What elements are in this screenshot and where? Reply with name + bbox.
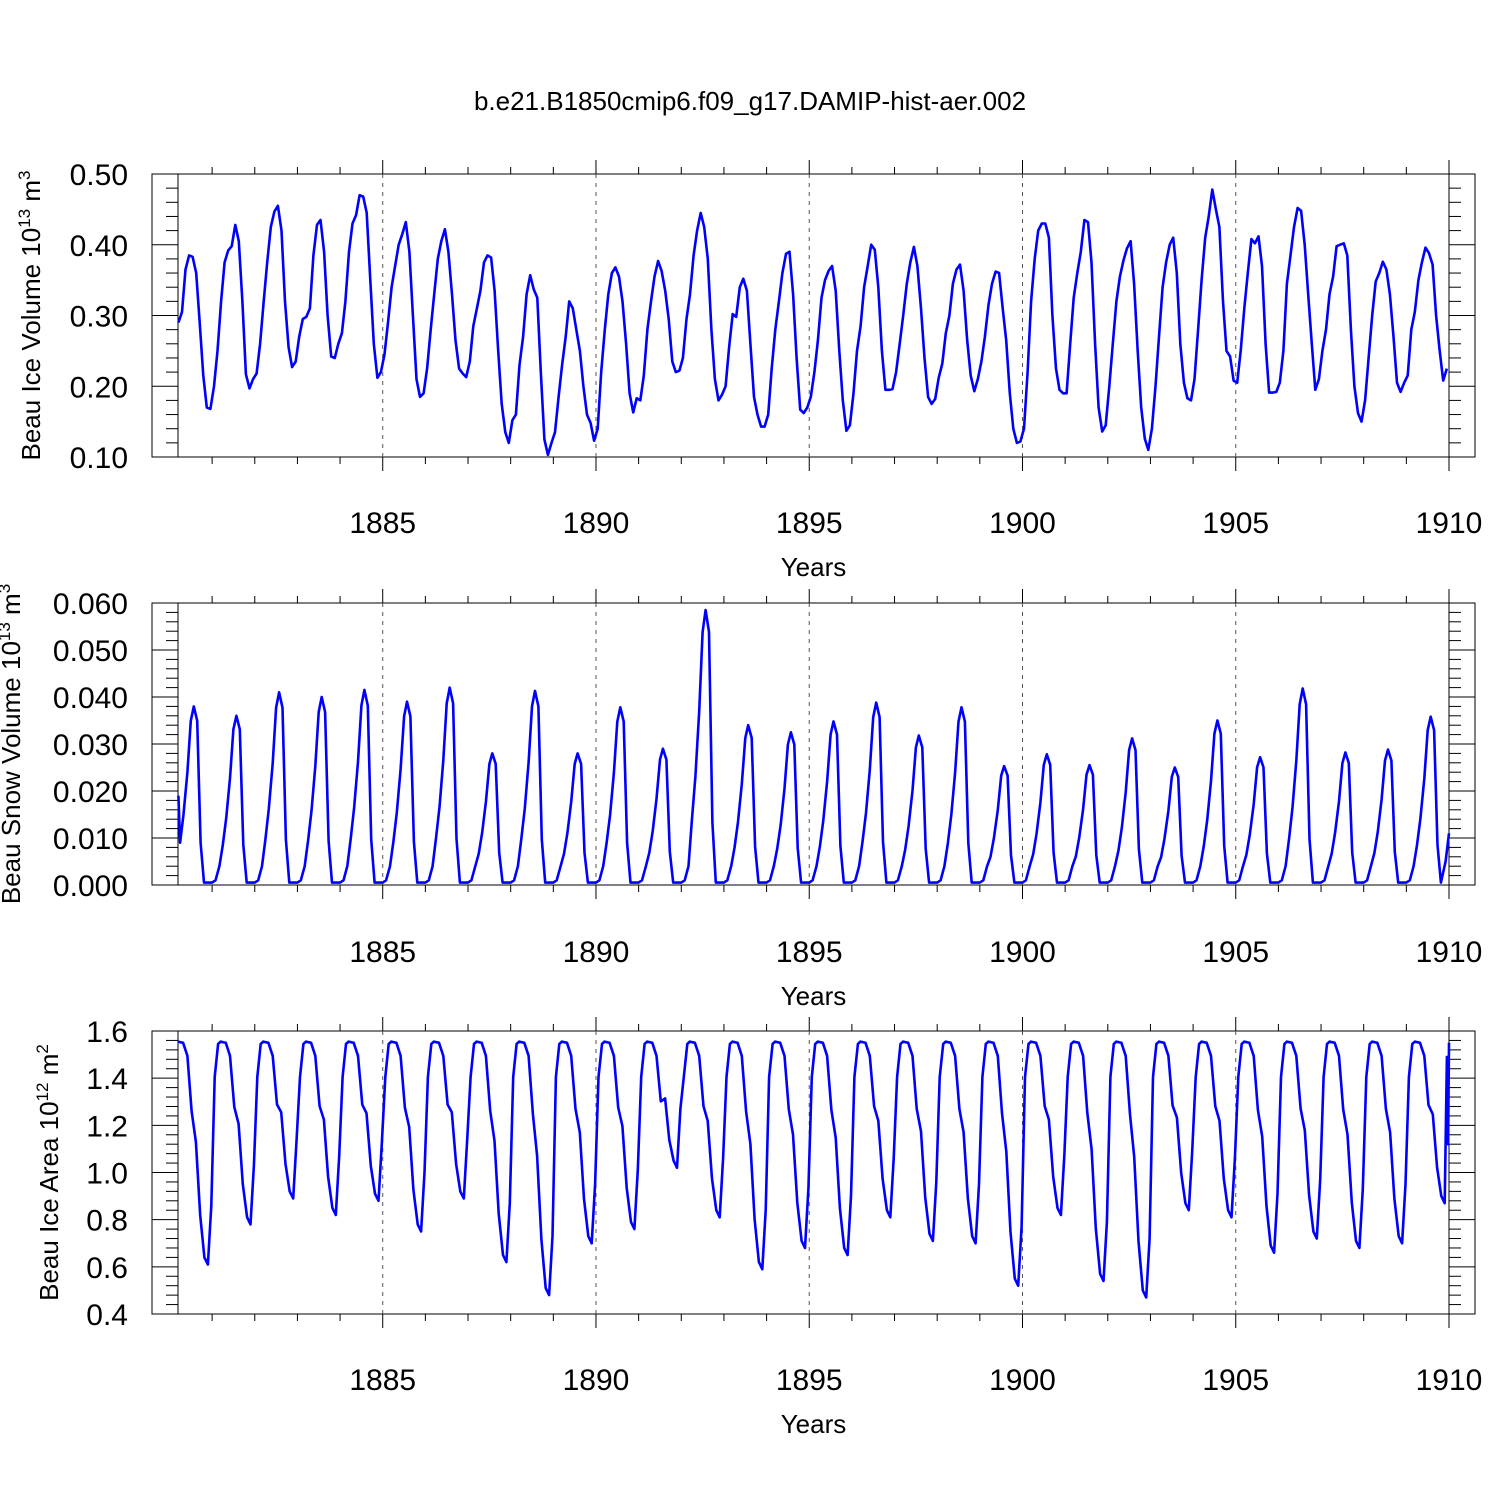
y-tick-label: 0.30 (70, 301, 128, 334)
x-axis-label: Years (781, 981, 847, 1011)
y-tick-label: 0.040 (53, 682, 128, 715)
y-tick-label: 1.2 (86, 1110, 128, 1143)
x-tick-label: 1895 (776, 936, 843, 969)
chart-panel-3: 1885 1890 1895 1900 1905 1910 0.4 0.6 0.8 1.0 1.2 1… (33, 1016, 1482, 1439)
y-tick-label: 0.010 (53, 823, 128, 856)
y-tick-label: 0.50 (70, 159, 128, 192)
y-axis-label: Beau Snow Volume 1013 m3 (0, 584, 26, 904)
y-tick-label: 0.6 (86, 1252, 128, 1285)
y-tick-label: 0.060 (53, 588, 128, 621)
x-tick-label: 1900 (989, 507, 1056, 540)
plot-frame (151, 1030, 1476, 1315)
x-tick-label: 1910 (1416, 1364, 1483, 1397)
y-tick-label: 0.030 (53, 729, 128, 762)
y-tick-label: 0.020 (53, 776, 128, 809)
series-line (177, 608, 1451, 884)
y-axis-label: Beau Ice Area 1012 m2 (33, 1044, 64, 1301)
y-tick-label: 0.10 (70, 442, 128, 475)
x-tick-label: 1895 (776, 1364, 843, 1397)
y-tick-label: 0.8 (86, 1205, 128, 1238)
x-tick-label: 1895 (776, 507, 843, 540)
chart-panel-2: 1885 1890 1895 1900 1905 1910 0.000 0.010 0.020 0… (0, 584, 1482, 1011)
y-tick-label: 0.4 (86, 1299, 128, 1332)
y-tick-label: 1.6 (86, 1016, 128, 1049)
x-tick-label: 1905 (1202, 1364, 1269, 1397)
x-tick-label: 1905 (1202, 507, 1269, 540)
y-tick-label: 0.20 (70, 371, 128, 404)
y-tick-label: 0.050 (53, 635, 128, 668)
y-tick-label: 0.40 (70, 230, 128, 263)
x-axis-label: Years (781, 1409, 847, 1439)
x-tick-label: 1905 (1202, 936, 1269, 969)
series-line (177, 1040, 1451, 1299)
x-tick-label: 1890 (563, 1364, 630, 1397)
x-tick-label: 1900 (989, 1364, 1056, 1397)
page-title: b.e21.B1850cmip6.f09_g17.DAMIP-hist-aer.… (473, 86, 1027, 116)
x-tick-label: 1885 (349, 936, 416, 969)
x-tick-label: 1885 (349, 507, 416, 540)
y-axis-label: Beau Ice Volume 1013 m3 (15, 171, 46, 461)
x-tick-label: 1890 (563, 507, 630, 540)
series-line (177, 188, 1449, 457)
x-tick-label: 1910 (1416, 936, 1483, 969)
y-tick-label: 1.4 (86, 1063, 128, 1096)
x-tick-label: 1900 (989, 936, 1056, 969)
x-tick-label: 1890 (563, 936, 630, 969)
x-tick-label: 1910 (1416, 507, 1483, 540)
x-axis-label: Years (781, 552, 847, 582)
y-tick-label: 0.000 (53, 870, 128, 903)
y-tick-label: 1.0 (86, 1158, 128, 1191)
chart-panel-1: 1885 1890 1895 1900 1905 1910 0.10 0.20 0.30 0.40… (15, 159, 1482, 582)
plot-frame (151, 173, 1476, 458)
x-tick-label: 1885 (349, 1364, 416, 1397)
